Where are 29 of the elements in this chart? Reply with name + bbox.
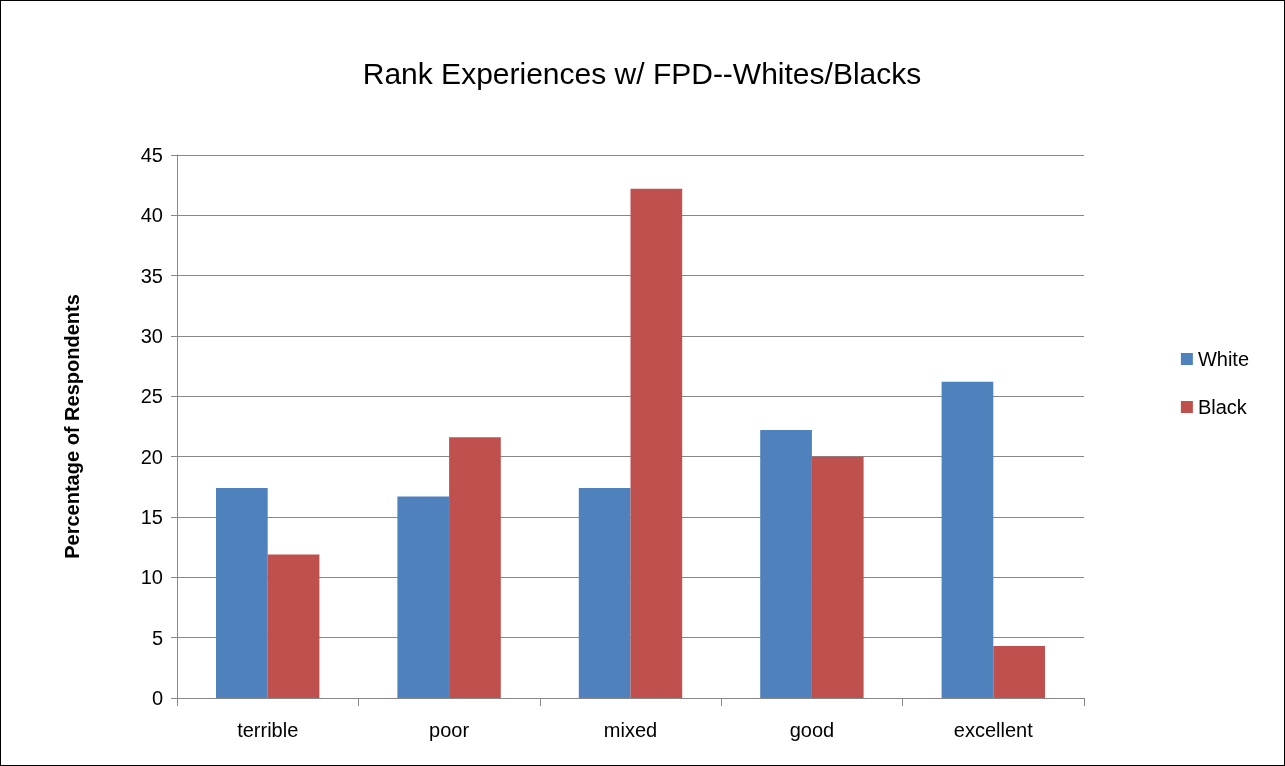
chart-title: Rank Experiences w/ FPD--Whites/Blacks [362, 56, 922, 90]
bar [630, 188, 683, 698]
legend-label: Black [1197, 396, 1248, 418]
bar [760, 430, 812, 698]
x-tick-label: good [789, 719, 835, 741]
y-tick-label: 10 [140, 566, 163, 589]
bar [449, 437, 501, 698]
y-tick-label: 15 [140, 506, 163, 528]
legend-label: White [1197, 348, 1249, 370]
x-tick-label: mixed [603, 719, 658, 741]
y-tick-label: 45 [140, 144, 163, 166]
y-tick-label: 35 [140, 264, 163, 287]
bar [397, 496, 450, 698]
bar [578, 488, 631, 698]
bar [811, 456, 864, 698]
y-axis-title: Percentage of Respondents [61, 294, 83, 559]
x-tick-label: terrible [237, 719, 299, 741]
y-tick-label: 40 [140, 204, 163, 227]
bar [216, 488, 268, 698]
bar [941, 381, 994, 698]
y-tick-label: 5 [151, 626, 163, 649]
y-tick-label: 20 [140, 445, 163, 468]
y-tick-label: 25 [140, 385, 163, 408]
y-tick-label: 30 [140, 325, 163, 347]
bar [993, 646, 1045, 698]
y-tick-label: 0 [151, 687, 163, 709]
x-tick-label: poor [429, 719, 470, 741]
bar [267, 554, 320, 698]
x-tick-label: excellent [953, 719, 1034, 741]
